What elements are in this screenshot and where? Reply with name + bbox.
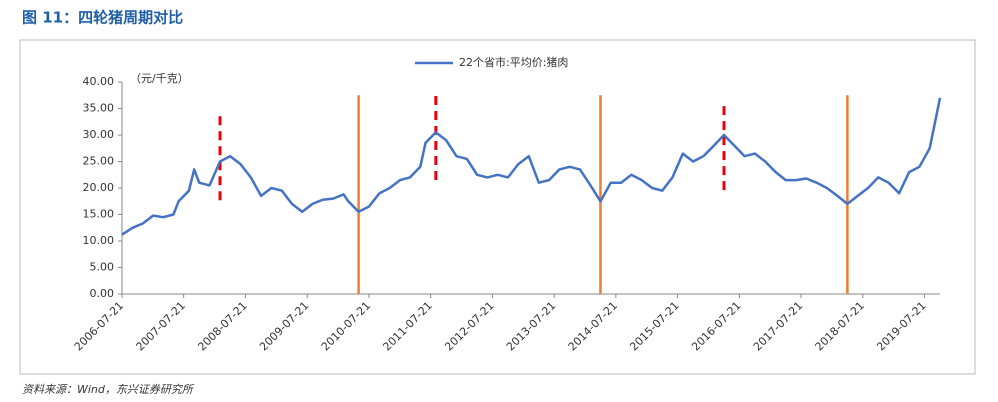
y-tick-label: 30.00 [83, 128, 115, 141]
y-tick-label: 20.00 [83, 181, 115, 194]
x-tick-label: 2011-07-21 [380, 299, 434, 353]
x-tick-label: 2009-07-21 [257, 299, 311, 353]
y-tick-label: 25.00 [83, 155, 115, 168]
x-tick-label: 2017-07-21 [751, 299, 805, 353]
y-tick-label: 0.00 [90, 287, 115, 300]
y-tick-label: 35.00 [83, 102, 115, 115]
x-tick-label: 2012-07-21 [442, 299, 496, 353]
y-tick-label: 10.00 [83, 234, 115, 247]
source-note: 资料来源：Wind，东兴证券研究所 [22, 383, 195, 396]
x-tick-label: 2014-07-21 [566, 299, 620, 353]
y-axis-label: （元/千克） [130, 72, 189, 85]
x-tick-label: 2015-07-21 [627, 299, 681, 353]
y-tick-label: 5.00 [90, 261, 115, 274]
x-tick-label: 2008-07-21 [195, 299, 249, 353]
x-tick-label: 2007-07-21 [134, 299, 188, 353]
x-tick-label: 2019-07-21 [874, 299, 928, 353]
x-tick-label: 2010-07-21 [319, 299, 373, 353]
y-tick-label: 15.00 [83, 208, 115, 221]
legend-label: 22个省市:平均价:猪肉 [459, 55, 568, 69]
chart-title: 图 11：四轮猪周期对比 [22, 9, 183, 27]
x-tick-label: 2006-07-21 [72, 299, 126, 353]
x-tick-label: 2013-07-21 [504, 299, 558, 353]
x-tick-label: 2018-07-21 [813, 299, 867, 353]
y-tick-label: 40.00 [83, 75, 115, 88]
x-tick-label: 2016-07-21 [689, 299, 743, 353]
line-series [121, 97, 942, 236]
chart-frame [19, 39, 976, 375]
